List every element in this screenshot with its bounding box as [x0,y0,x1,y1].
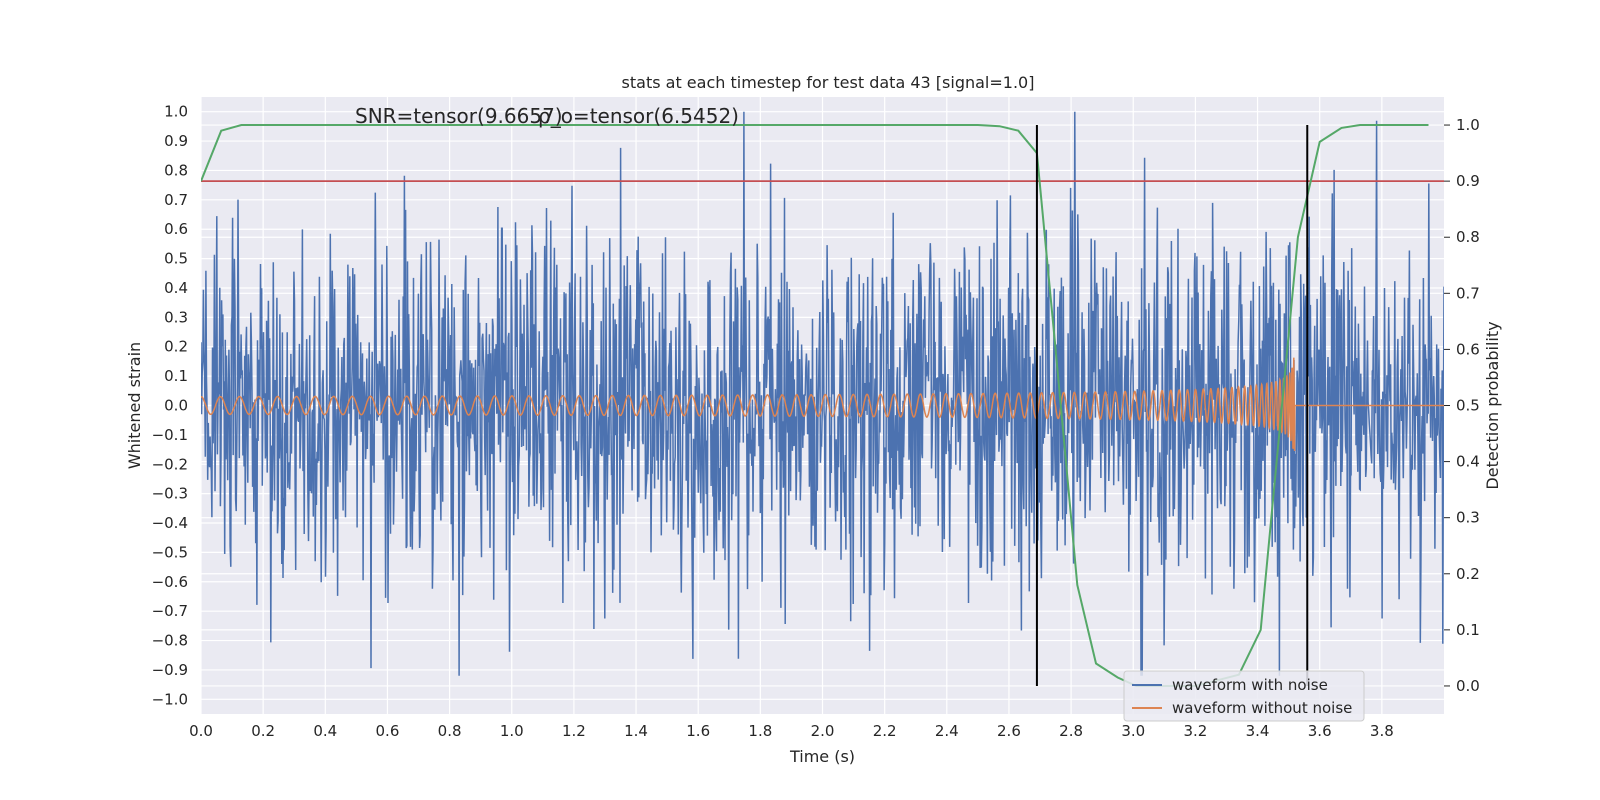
right-tick-label: 0.9 [1456,172,1480,190]
x-tick-label: 0.0 [189,722,213,740]
y-tick-label: −0.1 [152,426,188,444]
y-tick-label: −0.9 [152,661,188,679]
right-tick-label: 0.5 [1456,397,1480,415]
y-tick-label: −1.0 [152,690,188,708]
x-tick-label: 3.0 [1121,722,1145,740]
y-tick-label: 0.2 [164,338,188,356]
y-tick-label: −0.6 [152,573,188,591]
x-tick-label: 2.6 [997,722,1021,740]
x-tick-label: 2.8 [1059,722,1083,740]
x-tick-label: 1.2 [562,722,586,740]
right-tick-label: 0.8 [1456,228,1480,246]
y-tick-label: 0.7 [164,191,188,209]
right-axis-ticks: 1.0 0.9 0.8 0.7 0.6 0.5 0.4 0.3 0.2 0.1 0.0 [1444,116,1480,695]
y-tick-label: −0.3 [152,485,188,503]
x-tick-label: 1.0 [500,722,524,740]
rho-annotation: ρ_o=tensor(6.5452) [538,104,739,128]
legend-label-waveform-without-noise: waveform without noise [1172,699,1352,717]
y-tick-label: −0.2 [152,455,188,473]
x-tick-label: 0.8 [438,722,462,740]
series-waveform-without-noise [201,357,1444,452]
x-axis-label: Time (s) [789,747,855,766]
right-tick-label: 0.1 [1456,621,1480,639]
x-tick-label: 1.4 [624,722,648,740]
legend-label-waveform-with-noise: waveform with noise [1172,676,1328,694]
x-tick-label: 3.6 [1308,722,1332,740]
y-tick-label: 0.5 [164,250,188,268]
vertical-markers [1035,125,1309,686]
legend: waveform with noise waveform without noi… [1123,670,1365,722]
x-tick-label: 0.4 [313,722,337,740]
y-tick-label: −0.5 [152,543,188,561]
x-tick-label: 3.4 [1246,722,1270,740]
y-tick-label: 0.4 [164,279,188,297]
y-tick-label: 0.1 [164,367,188,385]
x-tick-label: 1.6 [686,722,710,740]
chart-title: stats at each timestep for test data 43 … [622,73,1035,92]
x-tick-label: 3.8 [1370,722,1394,740]
x-tick-label: 2.4 [935,722,959,740]
y-tick-label: 1.0 [164,103,188,121]
right-tick-label: 0.3 [1456,509,1480,527]
plot-series [201,111,1444,687]
y-axis-label: Whitened strain [125,342,144,469]
series-detection-probability [201,124,1429,687]
y-tick-label: 0.6 [164,220,188,238]
y-tick-label: −0.4 [152,514,188,532]
y-axis-ticks: 1.0 0.9 0.8 0.7 0.6 0.5 0.4 0.3 0.2 0.1 0.0 −0.1 −0.… [152,103,188,709]
x-tick-label: 2.0 [811,722,835,740]
y-tick-label: 0.0 [164,397,188,415]
legend-box [1123,670,1365,722]
right-axis-label: Detection probability [1483,321,1502,489]
right-tick-label: 0.6 [1456,340,1480,358]
x-tick-label: 0.2 [251,722,275,740]
x-tick-label: 3.2 [1183,722,1207,740]
snr-annotation: SNR=tensor(9.6657) [355,104,563,128]
y-tick-label: 0.3 [164,308,188,326]
x-tick-label: 1.8 [748,722,772,740]
right-tick-label: 1.0 [1456,116,1480,134]
y-tick-label: −0.7 [152,602,188,620]
x-axis-ticks: 0.0 0.2 0.4 0.6 0.8 1.0 1.2 1.4 1.6 1.8 2.0 2.2 2.4 2… [189,722,1394,740]
right-tick-label: 0.0 [1456,677,1480,695]
right-tick-label: 0.4 [1456,453,1480,471]
x-tick-label: 0.6 [376,722,400,740]
y-tick-label: 0.8 [164,161,188,179]
y-tick-label: 0.9 [164,132,188,150]
right-tick-label: 0.7 [1456,284,1480,302]
right-tick-label: 0.2 [1456,565,1480,583]
y-tick-label: −0.8 [152,632,188,650]
x-tick-label: 2.2 [873,722,897,740]
